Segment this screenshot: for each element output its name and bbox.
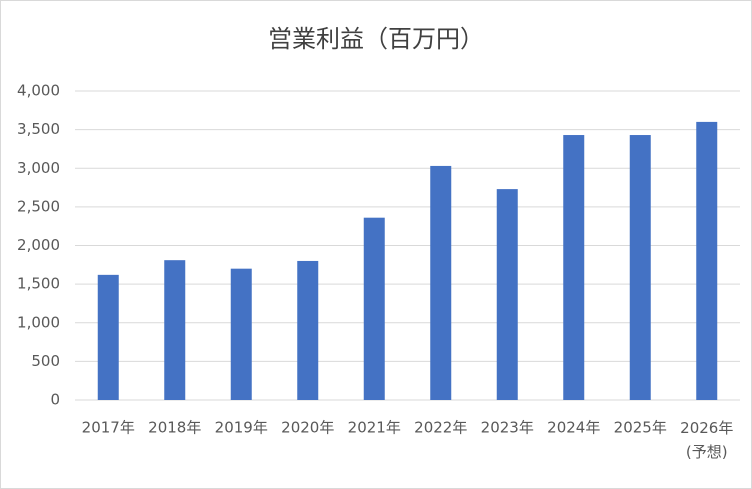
x-tick-label: 2018年 — [148, 419, 201, 437]
y-tick-label: 1,500 — [17, 275, 60, 293]
y-tick-label: 2,500 — [17, 197, 60, 215]
bar — [297, 260, 319, 400]
bar — [496, 189, 518, 400]
y-tick-label: 1,000 — [17, 313, 60, 331]
bar — [696, 121, 718, 401]
bar — [430, 165, 452, 400]
bar — [629, 135, 651, 400]
bar — [164, 260, 186, 400]
y-tick-label: 4,000 — [17, 82, 60, 100]
x-tick-label: 2025年 — [614, 419, 667, 437]
bar — [363, 217, 385, 400]
x-tick-label: 2019年 — [215, 419, 268, 437]
y-tick-label: 0 — [50, 391, 60, 409]
y-tick-label: 2,000 — [17, 236, 60, 254]
chart-title: 営業利益（百万円） — [268, 25, 484, 53]
y-tick-label: 3,500 — [17, 120, 60, 138]
bar — [97, 274, 119, 400]
y-tick-label: 500 — [31, 352, 60, 370]
x-tick-label: 2017年 — [82, 419, 135, 437]
bar — [563, 135, 585, 400]
x-tick-label: 2020年 — [281, 419, 334, 437]
y-tick-label: 3,000 — [17, 159, 60, 177]
x-tick-label: 2024年 — [547, 419, 600, 437]
x-tick-label: 2023年 — [481, 419, 534, 437]
x-tick-label: 2026年(予想) — [680, 419, 733, 461]
x-tick-label: 2022年 — [414, 419, 467, 437]
bar — [230, 268, 252, 400]
x-tick-label: 2021年 — [348, 419, 401, 437]
